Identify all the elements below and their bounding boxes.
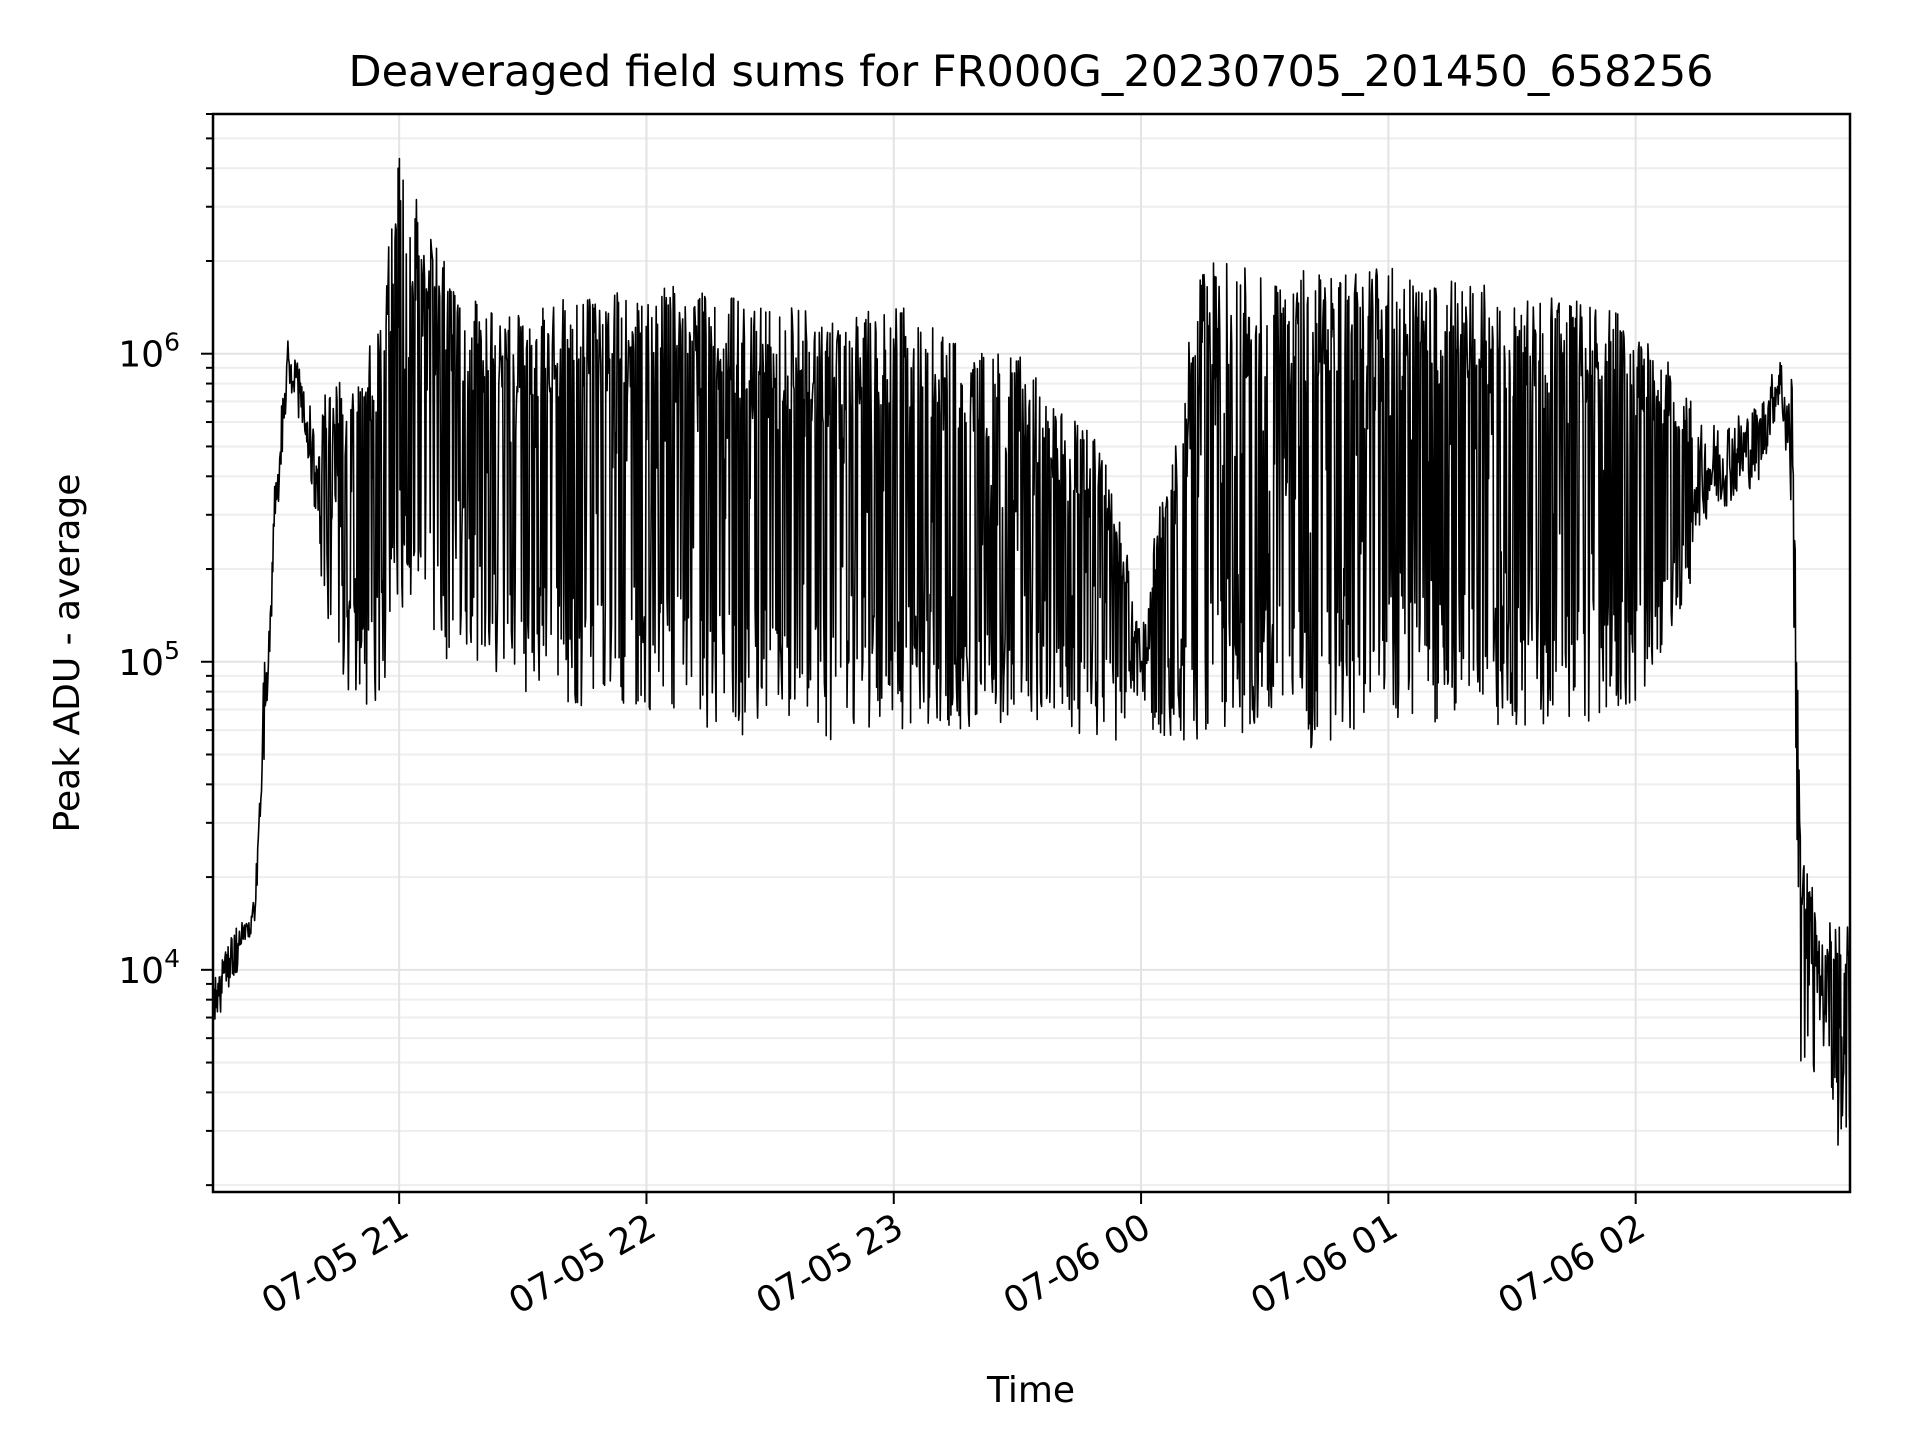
y-axis-label: Peak ADU - average bbox=[47, 474, 88, 833]
series-line bbox=[212, 157, 1851, 1146]
y-tick-exponent: 5 bbox=[164, 636, 180, 665]
plot-frame bbox=[211, 112, 1852, 1194]
y-tick-base: 10 bbox=[118, 643, 164, 684]
y-tick-base: 10 bbox=[118, 951, 164, 992]
y-tick-exponent: 4 bbox=[164, 944, 180, 973]
plot-area bbox=[211, 112, 1852, 1194]
y-tick-label: 105 bbox=[118, 636, 180, 684]
y-tick-label: 106 bbox=[118, 328, 180, 376]
chart-title: Deaveraged field sums for FR000G_2023070… bbox=[348, 47, 1713, 97]
y-tick-exponent: 6 bbox=[164, 328, 180, 357]
x-axis-label: Time bbox=[986, 1370, 1075, 1411]
y-tick-label: 104 bbox=[118, 944, 180, 992]
y-tick-base: 10 bbox=[118, 335, 164, 376]
